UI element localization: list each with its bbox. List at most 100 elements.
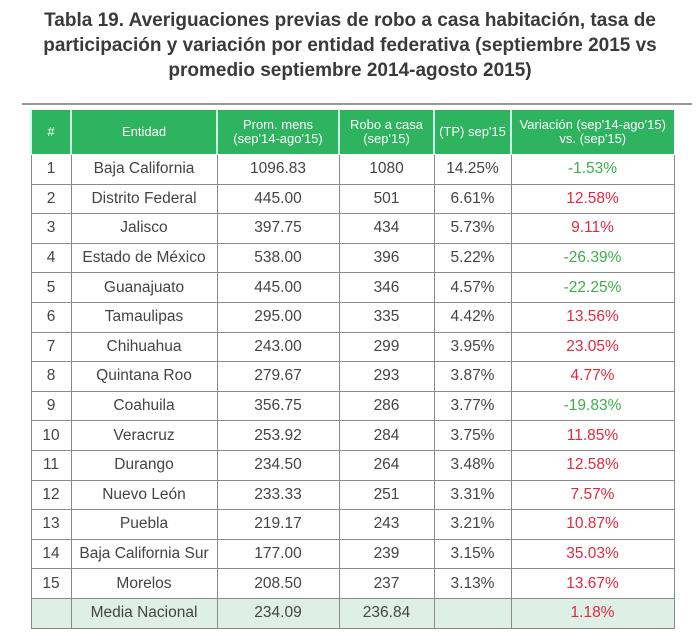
table-cell: 13.67% xyxy=(510,568,675,599)
table-cell: 5.22% xyxy=(433,242,512,274)
table-cell: Tamaulipas xyxy=(70,301,218,333)
table-cell: 11 xyxy=(30,449,72,481)
table-cell: -22.25% xyxy=(510,272,675,303)
table-cell: 396 xyxy=(338,242,435,274)
table-cell: 12 xyxy=(30,479,72,511)
header-row: # Entidad Prom. mens (sep'14-ago'15) Robo a… xyxy=(30,109,675,155)
table-cell: 299 xyxy=(338,331,435,363)
table-cell xyxy=(30,597,72,629)
table-cell: 3.15% xyxy=(433,538,512,570)
table-cell: Media Nacional xyxy=(70,597,218,629)
table-row: 12 Nuevo León 233.33 251 3.31% 7.57% xyxy=(30,479,675,511)
title-line: participación y variación por entidad fe… xyxy=(43,35,657,56)
table-cell: Durango xyxy=(70,449,218,481)
table-cell: 8 xyxy=(30,361,72,392)
table-cell: 3 xyxy=(30,213,72,244)
table-cell: 219.17 xyxy=(216,509,340,540)
table-cell: Guanajuato xyxy=(70,272,218,303)
table-cell: 234.09 xyxy=(216,597,340,629)
table-cell: 6.61% xyxy=(433,183,512,215)
table-cell: 234.50 xyxy=(216,449,340,481)
table-cell: Distrito Federal xyxy=(70,183,218,215)
table-cell: 11.85% xyxy=(510,420,675,451)
table-cell: 397.75 xyxy=(216,213,340,244)
table-cell: 3.13% xyxy=(433,568,512,599)
table-cell: 233.33 xyxy=(216,479,340,511)
table-cell: 4.42% xyxy=(433,301,512,333)
table-cell: 5 xyxy=(30,272,72,303)
table-cell: 7 xyxy=(30,331,72,363)
table-cell: 434 xyxy=(338,213,435,244)
table-cell: 9.11% xyxy=(510,213,675,244)
table-cell: Veracruz xyxy=(70,420,218,451)
title-line: Tabla 19. Averiguaciones previas de robo… xyxy=(44,10,656,31)
table-cell: 7.57% xyxy=(510,479,675,511)
table-cell: 9 xyxy=(30,390,72,422)
table-cell: 177.00 xyxy=(216,538,340,570)
title-line: promedio septiembre 2014-agosto 2015) xyxy=(168,60,532,81)
table-cell: 10 xyxy=(30,420,72,451)
table-cell: 1080 xyxy=(338,154,435,185)
table-cell: 14 xyxy=(30,538,72,570)
table-cell: 3.95% xyxy=(433,331,512,363)
table-cell: 293 xyxy=(338,361,435,392)
table-cell: 3.75% xyxy=(433,420,512,451)
table-cell: 13 xyxy=(30,509,72,540)
table-cell xyxy=(433,597,512,629)
table-cell: 501 xyxy=(338,183,435,215)
table-cell: 538.00 xyxy=(216,242,340,274)
table-cell: 4.77% xyxy=(510,361,675,392)
column-header: (TP) sep'15 xyxy=(433,109,512,155)
divider xyxy=(22,103,692,105)
table-cell: Jalisco xyxy=(70,213,218,244)
table-cell: 335 xyxy=(338,301,435,333)
table-cell: 3.77% xyxy=(433,390,512,422)
table-cell: 3.87% xyxy=(433,361,512,392)
table-cell: 1096.83 xyxy=(216,154,340,185)
table-cell: 251 xyxy=(338,479,435,511)
table-cell: Nuevo León xyxy=(70,479,218,511)
table-cell: 1.18% xyxy=(510,597,675,629)
table-cell: 284 xyxy=(338,420,435,451)
table-cell: 15 xyxy=(30,568,72,599)
table-cell: 3.31% xyxy=(433,479,512,511)
table-row: 13 Puebla 219.17 243 3.21% 10.87% xyxy=(30,509,675,540)
table-cell: Coahuila xyxy=(70,390,218,422)
table-cell: 35.03% xyxy=(510,538,675,570)
media-row: Media Nacional 234.09 236.84 1.18% xyxy=(30,597,675,629)
table-row: 3 Jalisco 397.75 434 5.73% 9.11% xyxy=(30,213,675,244)
table-cell: 4.57% xyxy=(433,272,512,303)
table-cell: 286 xyxy=(338,390,435,422)
table-title: Tabla 19. Averiguaciones previas de robo… xyxy=(0,8,700,83)
table-cell: 237 xyxy=(338,568,435,599)
table-row: 6 Tamaulipas 295.00 335 4.42% 13.56% xyxy=(30,301,675,333)
table-cell: Quintana Roo xyxy=(70,361,218,392)
table-cell: 243 xyxy=(338,509,435,540)
table-row: 2 Distrito Federal 445.00 501 6.61% 12.58% xyxy=(30,183,675,215)
table-cell: 10.87% xyxy=(510,509,675,540)
table-cell: 1 xyxy=(30,154,72,185)
column-header: Variación (sep'14-ago'15) vs. (sep'15) xyxy=(510,109,675,155)
column-header: Prom. mens (sep'14-ago'15) xyxy=(216,109,340,155)
table-cell: 445.00 xyxy=(216,272,340,303)
table-cell: -26.39% xyxy=(510,242,675,274)
table-cell: 356.75 xyxy=(216,390,340,422)
table-cell: 279.67 xyxy=(216,361,340,392)
table-row: 10 Veracruz 253.92 284 3.75% 11.85% xyxy=(30,420,675,451)
table-cell: 243.00 xyxy=(216,331,340,363)
table-row: 9 Coahuila 356.75 286 3.77% -19.83% xyxy=(30,390,675,422)
table-cell: 12.58% xyxy=(510,183,675,215)
table-cell: 3.48% xyxy=(433,449,512,481)
table-row: 15 Morelos 208.50 237 3.13% 13.67% xyxy=(30,568,675,599)
table-cell: Morelos xyxy=(70,568,218,599)
table-cell: 208.50 xyxy=(216,568,340,599)
table-cell: 13.56% xyxy=(510,301,675,333)
table-cell: 346 xyxy=(338,272,435,303)
table-cell: 14.25% xyxy=(433,154,512,185)
table-row: 8 Quintana Roo 279.67 293 3.87% 4.77% xyxy=(30,361,675,392)
column-header: Robo a casa (sep'15) xyxy=(338,109,435,155)
table-cell: 3.21% xyxy=(433,509,512,540)
table-row: 5 Guanajuato 445.00 346 4.57% -22.25% xyxy=(30,272,675,303)
table-cell: 239 xyxy=(338,538,435,570)
table-cell: 5.73% xyxy=(433,213,512,244)
